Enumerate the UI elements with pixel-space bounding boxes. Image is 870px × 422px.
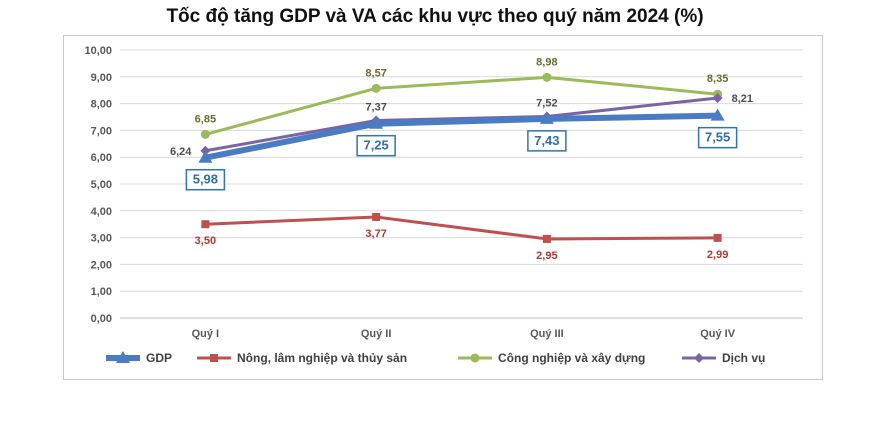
y-tick-label: 9,00 [91,72,112,84]
data-label: 8,98 [536,56,557,68]
series-line [204,75,718,136]
y-tick-label: 7,00 [91,125,112,137]
data-point [542,72,552,82]
data-point [710,108,725,121]
data-label: 8,57 [365,67,386,79]
y-tick-label: 3,00 [91,233,112,245]
data-point [713,233,722,242]
data-point [210,354,218,362]
data-point [371,83,381,93]
legend-label: GDP [146,351,172,365]
legend-label: Công nghiệp và xây dựng [498,351,645,365]
data-point [200,129,210,139]
series-line [204,112,718,161]
data-label: 8,35 [707,73,728,85]
x-tick-label: Quý II [361,328,392,340]
data-label: 7,25 [363,138,388,153]
data-label: 2,95 [536,250,557,262]
y-tick-label: 5,00 [91,179,112,191]
legend-label: Dịch vụ [722,351,765,365]
data-label-box [697,126,738,149]
data-label-box [356,134,396,157]
data-label: 6,24 [170,146,192,158]
y-tick-label: 6,00 [91,152,112,164]
y-tick-label: 1,00 [91,286,112,298]
legend-label: Nông, lâm nghiệp và thủy sản [237,351,407,365]
data-label-box [185,168,226,191]
data-point [372,212,381,221]
chart-title: Tốc độ tăng GDP và VA các khu vực theo q… [166,6,704,27]
data-point [712,92,723,103]
data-label: 6,85 [195,113,216,125]
data-point [470,353,480,363]
data-label: 5,98 [193,172,218,187]
data-point [694,353,704,363]
data-label: 7,37 [365,101,386,113]
series-line [205,215,718,241]
data-label: 2,99 [707,249,728,261]
x-tick-label: Quý III [530,328,564,340]
data-label: 7,43 [534,133,559,148]
data-label: 3,77 [365,228,386,240]
y-tick-label: 0,00 [91,313,112,325]
x-tick-label: Quý I [192,328,220,340]
y-tick-label: 8,00 [91,99,112,111]
data-point [116,351,130,363]
data-label-box [527,130,567,152]
y-tick-label: 4,00 [91,206,112,218]
data-point [198,150,213,163]
data-point [201,220,210,229]
data-point [539,111,554,124]
y-tick-label: 10,00 [84,45,112,57]
y-tick-label: 2,00 [91,259,112,271]
data-label: 3,50 [195,235,216,247]
x-tick-label: Quý IV [700,328,736,340]
data-label: 8,21 [732,93,753,105]
data-label: 7,55 [705,130,730,145]
data-label: 7,52 [536,97,557,109]
data-point [369,116,384,129]
data-point [542,234,551,243]
